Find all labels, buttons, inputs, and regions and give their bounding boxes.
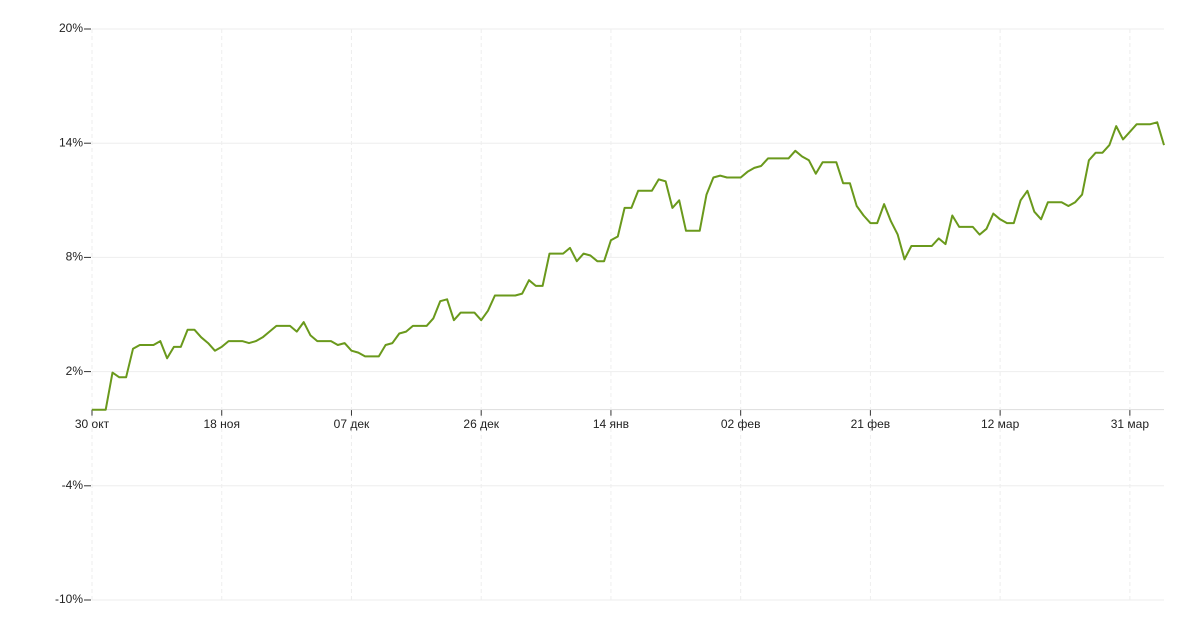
x-tick-label: 07 дек <box>334 417 370 431</box>
x-tick-label: 18 ноя <box>203 417 239 431</box>
x-tick-label: 26 дек <box>463 417 499 431</box>
line-series <box>92 121 1165 411</box>
y-tick-label: -4% <box>62 478 84 492</box>
y-tick-label: 8% <box>66 250 84 264</box>
x-tick-label: 30 окт <box>75 417 110 431</box>
y-tick-label: -10% <box>55 592 83 606</box>
x-tick-label: 21 фев <box>851 417 891 431</box>
x-tick-label: 12 мар <box>981 417 1020 431</box>
y-tick-label: 2% <box>66 364 84 378</box>
x-tick-label: 02 фев <box>721 417 761 431</box>
x-tick-label: 14 янв <box>593 417 629 431</box>
x-tick-label: 31 мар <box>1111 417 1150 431</box>
y-tick-label: 20% <box>59 21 83 35</box>
y-tick-label: 14% <box>59 135 83 149</box>
